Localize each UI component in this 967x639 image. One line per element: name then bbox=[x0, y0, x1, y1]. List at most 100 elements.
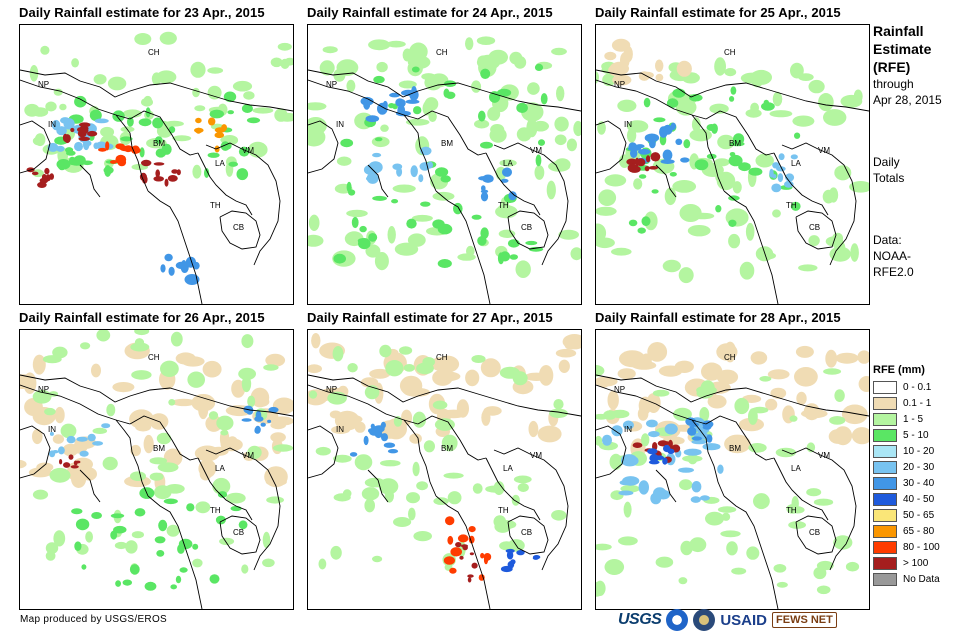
rainfall-patch bbox=[387, 226, 396, 244]
rainfall-patch bbox=[351, 216, 359, 229]
rainfall-patch bbox=[157, 462, 179, 473]
rainfall-patch bbox=[685, 417, 697, 426]
rainfall-patch bbox=[564, 342, 576, 350]
country-label: BM bbox=[153, 139, 165, 148]
rainfall-patch bbox=[346, 79, 356, 92]
country-border bbox=[691, 419, 725, 497]
country-border bbox=[485, 152, 541, 216]
rainfall-patch bbox=[516, 550, 525, 556]
rainfall-patch bbox=[759, 376, 772, 382]
rainfall-patch bbox=[662, 457, 668, 465]
country-border bbox=[655, 469, 677, 503]
country-border bbox=[723, 495, 779, 609]
rainfall-patch bbox=[53, 530, 66, 547]
country-border bbox=[197, 457, 253, 521]
legend-title: RFE (mm) bbox=[873, 364, 925, 376]
legend-swatch bbox=[873, 572, 897, 586]
rainfall-patch bbox=[114, 541, 128, 550]
rainfall-patch bbox=[662, 149, 673, 161]
rainfall-patch bbox=[153, 162, 165, 166]
rainfall-patch bbox=[724, 434, 751, 454]
rainfall-patch bbox=[598, 189, 617, 206]
rainfall-patch bbox=[534, 165, 545, 180]
rainfall-patch bbox=[788, 521, 806, 529]
rainfall-patch bbox=[338, 414, 363, 425]
rainfall-patch bbox=[478, 574, 485, 581]
rainfall-patch bbox=[179, 567, 188, 573]
rainfall-map: CH NP IN BM VM LA TH CB bbox=[595, 329, 870, 610]
country-border bbox=[773, 457, 829, 521]
country-border bbox=[367, 164, 389, 198]
rainfall-patch bbox=[217, 491, 228, 498]
rainfall-patch bbox=[247, 445, 262, 459]
country-label: NP bbox=[326, 80, 337, 89]
rainfall-patch bbox=[641, 216, 651, 227]
rainfall-patch bbox=[818, 93, 834, 112]
rainfall-patch bbox=[45, 542, 59, 554]
rainfall-patch bbox=[515, 260, 531, 278]
rainfall-patch bbox=[555, 348, 577, 358]
rainfall-patch bbox=[186, 503, 195, 512]
rainfall-patch bbox=[44, 407, 56, 416]
rainfall-patch bbox=[596, 223, 607, 243]
rainfall-patch bbox=[480, 358, 501, 378]
rainfall-patch bbox=[472, 483, 483, 494]
rainfall-patch bbox=[647, 448, 658, 455]
rainfall-patch bbox=[413, 106, 422, 115]
rainfall-patch bbox=[828, 429, 848, 444]
panel-title: Daily Rainfall estimate for 27 Apr., 201… bbox=[307, 310, 553, 325]
rainfall-patch bbox=[655, 556, 674, 568]
rainfall-patch bbox=[734, 397, 750, 415]
rainfall-patch bbox=[679, 479, 693, 491]
rainfall-patch bbox=[78, 122, 91, 128]
rainfall-patch bbox=[372, 152, 382, 158]
rainfall-patch bbox=[769, 168, 774, 178]
rainfall-patch bbox=[91, 363, 101, 378]
rainfall-patch bbox=[56, 126, 67, 136]
rainfall-patch bbox=[223, 91, 237, 103]
rainfall-patch bbox=[823, 368, 842, 375]
rainfall-patch bbox=[227, 110, 234, 115]
rainfall-patch bbox=[155, 169, 160, 178]
rainfall-patch bbox=[628, 219, 638, 227]
rainfall-patch bbox=[619, 479, 632, 486]
daily-label: Daily bbox=[873, 155, 900, 169]
country-border bbox=[403, 419, 437, 497]
country-border bbox=[493, 142, 569, 266]
rainfall-patch bbox=[648, 431, 660, 438]
rainfall-patch bbox=[265, 353, 286, 367]
rainfall-patch bbox=[398, 80, 417, 89]
rainfall-patch bbox=[380, 421, 386, 429]
country-border bbox=[367, 469, 389, 503]
rainfall-patch bbox=[657, 440, 668, 447]
country-border bbox=[129, 415, 199, 461]
rainfall-patch bbox=[733, 133, 745, 145]
legend-label: 80 - 100 bbox=[903, 541, 940, 553]
rainfall-patch bbox=[689, 94, 703, 102]
rainfall-patch bbox=[32, 354, 46, 375]
rainfall-patch bbox=[794, 367, 818, 387]
rainfall-patch bbox=[604, 51, 617, 61]
rainfall-patch bbox=[728, 219, 737, 227]
rainfall-patch bbox=[755, 153, 774, 168]
country-label: BM bbox=[153, 444, 165, 453]
rainfall-patch bbox=[778, 153, 785, 161]
legend-label: 0.1 - 1 bbox=[903, 397, 932, 409]
rainfall-patch bbox=[717, 506, 737, 513]
rainfall-patch bbox=[638, 174, 647, 179]
rainfall-patch bbox=[509, 51, 523, 65]
rainfall-patch bbox=[365, 244, 381, 258]
rainfall-patch bbox=[683, 448, 702, 456]
rainfall-patch bbox=[403, 387, 431, 397]
rainfall-patch bbox=[115, 143, 125, 150]
country-border bbox=[197, 152, 253, 216]
rainfall-patch bbox=[729, 96, 735, 102]
rainfall-patch bbox=[471, 355, 486, 363]
rainfall-patch bbox=[165, 484, 185, 494]
rainfall-patch bbox=[427, 161, 433, 169]
rainfall-patch bbox=[834, 389, 845, 402]
legend-item: 5 - 10 bbox=[873, 427, 965, 443]
rainfall-patch bbox=[405, 99, 420, 104]
rainfall-patch bbox=[270, 57, 283, 68]
rainfall-patch bbox=[717, 464, 724, 474]
